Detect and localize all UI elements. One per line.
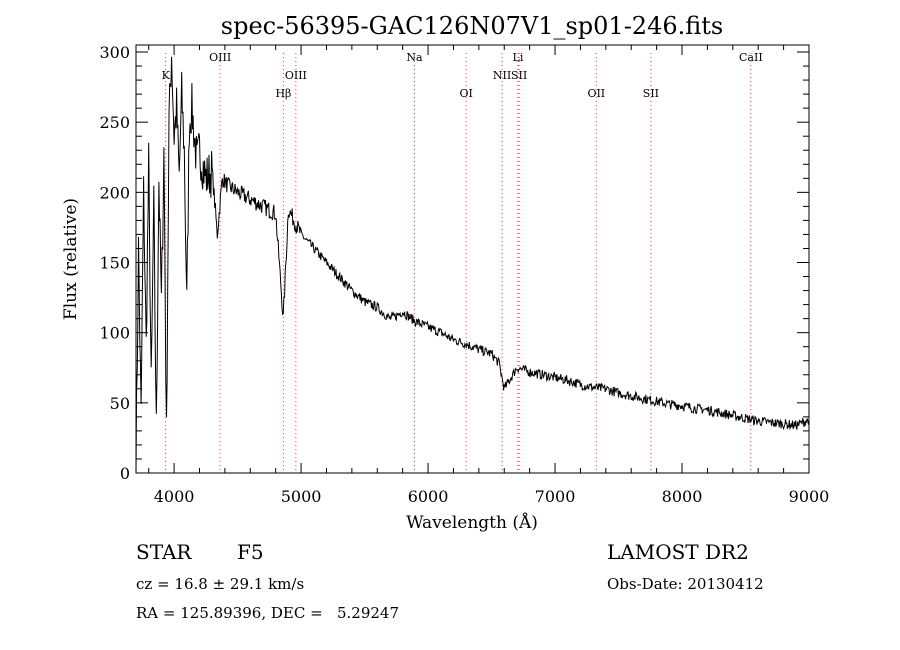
spectral-line-label: Li xyxy=(513,51,524,64)
x-tick-label: 4000 xyxy=(154,487,195,506)
y-tick-label: 300 xyxy=(99,43,130,62)
spectrum-line xyxy=(135,56,810,474)
spectral-line-label: SII xyxy=(511,69,527,82)
spectral-subclass: F5 xyxy=(237,540,264,564)
chart-title: spec-56395-GAC126N07V1_sp01-246.fits xyxy=(221,12,723,40)
spectral-line-label: Hβ xyxy=(275,87,291,100)
spectral-line-label: Na xyxy=(406,51,423,64)
spectral-line-label: NII xyxy=(493,69,511,82)
y-axis-ticks: 0 50 100 150 200 250 300 xyxy=(99,43,809,483)
spectral-line-label: OIII xyxy=(285,69,307,82)
x-tick-label: 9000 xyxy=(789,487,830,506)
spectral-line-label: OI xyxy=(459,87,472,100)
y-tick-label: 0 xyxy=(120,464,130,483)
y-tick-label: 200 xyxy=(99,183,130,202)
spectral-line-label: K xyxy=(162,69,171,82)
spectral-line-markers xyxy=(165,53,752,473)
x-axis-ticks: 4000 5000 6000 7000 8000 9000 xyxy=(148,45,830,506)
y-tick-label: 150 xyxy=(99,254,130,273)
spectral-line-label: SII xyxy=(643,87,659,100)
x-tick-label: 8000 xyxy=(662,487,703,506)
y-axis-label: Flux (relative) xyxy=(61,198,81,320)
x-tick-label: 5000 xyxy=(281,487,322,506)
y-tick-label: 250 xyxy=(99,113,130,132)
x-axis-label: Wavelength (Å) xyxy=(406,512,538,533)
x-tick-label: 7000 xyxy=(535,487,576,506)
spectral-line-label: CaII xyxy=(739,51,763,64)
redshift-text: cz = 16.8 ± 29.1 km/s xyxy=(136,575,305,593)
spectral-line-label: OII xyxy=(587,87,605,100)
object-class: STAR xyxy=(136,540,192,564)
x-tick-label: 6000 xyxy=(408,487,449,506)
plot-frame xyxy=(135,44,810,474)
spectral-line-label: OIII xyxy=(209,51,231,64)
y-tick-label: 50 xyxy=(110,394,130,413)
survey-name: LAMOST DR2 xyxy=(607,540,749,564)
obs-date: Obs-Date: 20130412 xyxy=(607,575,764,593)
y-tick-label: 100 xyxy=(99,324,130,343)
coordinates-text: RA = 125.89396, DEC = 5.29247 xyxy=(136,604,400,622)
